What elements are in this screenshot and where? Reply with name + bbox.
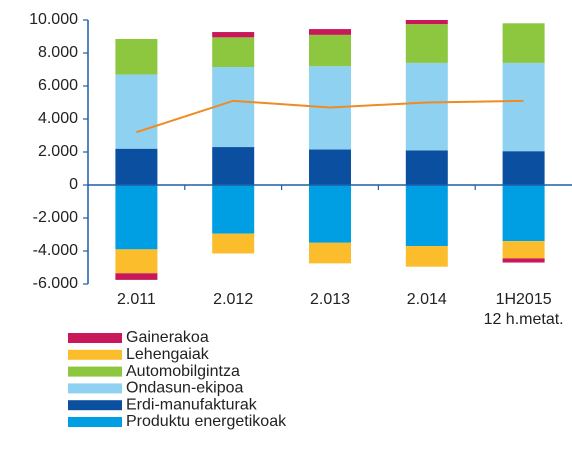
x-tick-label: 2.014 <box>407 291 447 308</box>
y-tick-label: 0 <box>69 176 78 193</box>
bar-segment <box>309 242 351 264</box>
bar-segment <box>502 151 545 185</box>
bar-segment <box>405 24 448 63</box>
bar-segment <box>115 273 158 280</box>
y-tick-label: 4.000 <box>38 110 78 127</box>
bar-segment <box>405 150 448 185</box>
y-tick-label: 10.000 <box>29 11 78 28</box>
bar-segment <box>502 258 545 263</box>
y-tick-label: 8.000 <box>38 44 78 61</box>
legend-swatch <box>68 366 122 377</box>
bar-segment <box>115 148 158 185</box>
bar-segment <box>502 185 545 242</box>
bar-segment <box>212 32 255 38</box>
x-tick-label: 2.011 <box>117 291 156 308</box>
legend-label: Automobilgintza <box>126 363 240 380</box>
y-tick-label: 6.000 <box>38 77 78 94</box>
legend-label: Gainerakoa <box>126 329 209 346</box>
legend-swatch <box>68 349 122 360</box>
bar-segment <box>405 62 448 151</box>
y-tick-label: 2.000 <box>38 143 78 160</box>
legend-label: Ondasun-ekipoa <box>126 380 244 397</box>
bar-segment <box>212 185 255 234</box>
bar-segment <box>115 249 158 274</box>
bar-segment <box>405 185 448 247</box>
bar-segment <box>502 23 545 63</box>
bar-segment <box>309 29 351 35</box>
bar-segment <box>309 185 351 243</box>
bar-segment <box>212 37 255 68</box>
bar-segment <box>115 185 158 250</box>
legend-swatch <box>68 400 122 411</box>
y-tick-label: -2.000 <box>33 209 78 226</box>
legend-label: Lehengaiak <box>126 346 210 363</box>
y-tick-label: -4.000 <box>33 242 78 259</box>
bar-segment <box>212 147 255 185</box>
x-tick-label: 2.013 <box>310 291 350 308</box>
bar-segment <box>212 233 255 254</box>
bar-segment <box>115 74 158 149</box>
legend-swatch <box>68 333 122 343</box>
bar-segment <box>212 67 255 148</box>
x-tick-label: 2.012 <box>213 291 253 308</box>
x-tick-label: 1H2015 12 h.metat. <box>484 291 564 328</box>
bar-segment <box>309 149 351 185</box>
bar-segment <box>502 62 545 152</box>
legend-swatch <box>68 417 122 427</box>
bar-segment <box>405 246 448 267</box>
y-tick-label: -6.000 <box>33 275 78 292</box>
legend-label: Produktu energetikoak <box>126 413 287 430</box>
legend-swatch <box>68 383 122 394</box>
line-series <box>136 99 524 134</box>
legend-label: Erdi-manufakturak <box>126 396 258 413</box>
bar-segment <box>405 20 448 25</box>
bar-segment <box>309 34 351 67</box>
bar-segment <box>115 38 158 75</box>
bar-segment <box>502 241 545 259</box>
